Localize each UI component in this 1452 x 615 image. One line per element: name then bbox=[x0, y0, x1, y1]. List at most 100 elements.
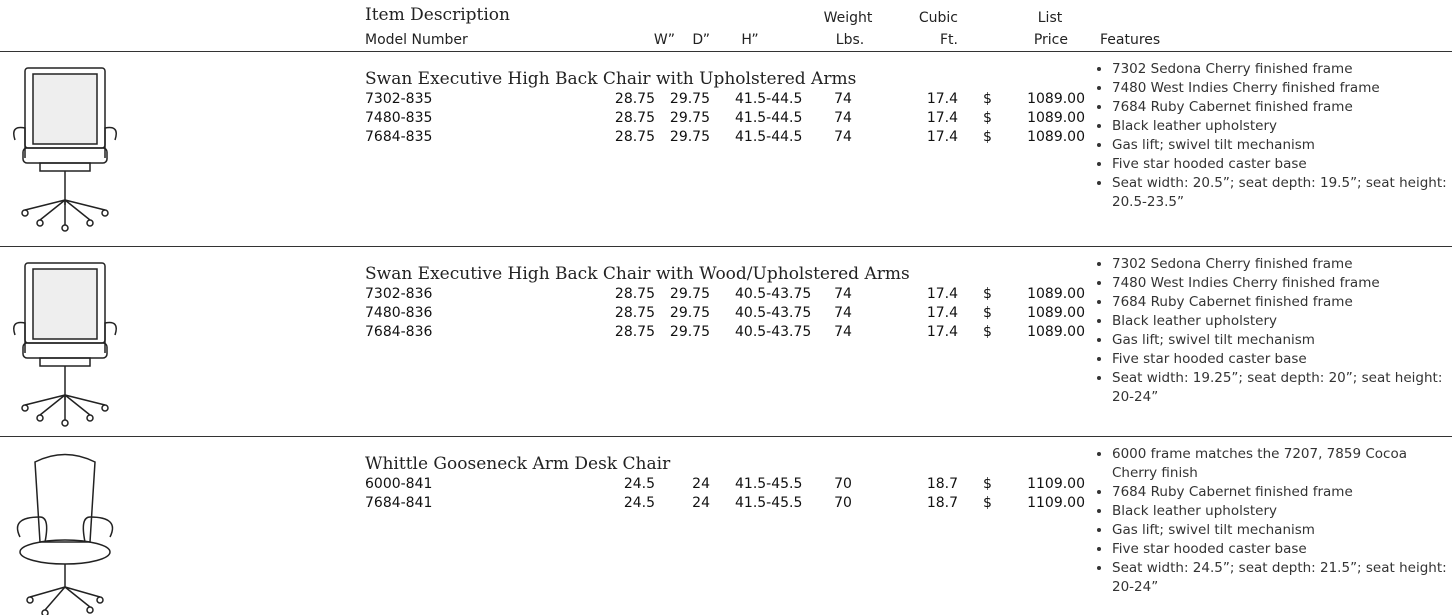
separator bbox=[0, 51, 1452, 52]
feature: Black leather upholstery bbox=[1112, 117, 1452, 136]
cell: 29.75 bbox=[669, 324, 710, 340]
separator bbox=[0, 436, 1452, 437]
cell: 1089.00 bbox=[1027, 91, 1085, 107]
feature-list: 7302 Sedona Cherry finished frame7480 We… bbox=[1100, 255, 1452, 407]
feature: 7302 Sedona Cherry finished frame bbox=[1112, 255, 1452, 274]
cell: 70 bbox=[834, 476, 852, 492]
cell: 29.75 bbox=[669, 305, 710, 321]
cell: 28.75 bbox=[614, 286, 655, 302]
feature: Seat width: 20.5”; seat depth: 19.5”; se… bbox=[1112, 174, 1452, 212]
cell: 74 bbox=[834, 129, 852, 145]
cell: $ bbox=[983, 286, 992, 302]
cell: 40.5-43.75 bbox=[735, 324, 812, 340]
cell: 74 bbox=[834, 110, 852, 126]
cell: 17.4 bbox=[926, 305, 958, 321]
cell: 6000-841 bbox=[365, 476, 433, 492]
cell: 41.5-44.5 bbox=[735, 91, 803, 107]
cell: 28.75 bbox=[614, 305, 655, 321]
header-label: W” bbox=[653, 32, 675, 48]
feature: 7302 Sedona Cherry finished frame bbox=[1112, 60, 1452, 79]
cell: 41.5-44.5 bbox=[735, 129, 803, 145]
feature: Five star hooded caster base bbox=[1112, 350, 1452, 369]
feature: 7480 West Indies Cherry finished frame bbox=[1112, 274, 1452, 293]
cell: 17.4 bbox=[926, 286, 958, 302]
cell: 1109.00 bbox=[1027, 476, 1085, 492]
cell: $ bbox=[983, 110, 992, 126]
separator bbox=[0, 246, 1452, 247]
feature: 7480 West Indies Cherry finished frame bbox=[1112, 79, 1452, 98]
header-label: Cubic bbox=[918, 10, 958, 26]
feature-list: 6000 frame matches the 7207, 7859 Cocoa … bbox=[1100, 445, 1452, 597]
cell: 29.75 bbox=[669, 286, 710, 302]
cell: 28.75 bbox=[614, 324, 655, 340]
cell: 17.4 bbox=[926, 324, 958, 340]
cell: 28.75 bbox=[614, 91, 655, 107]
cell: 1109.00 bbox=[1027, 495, 1085, 511]
feature: Gas lift; swivel tilt mechanism bbox=[1112, 136, 1452, 155]
cell: 40.5-43.75 bbox=[735, 305, 812, 321]
header-label: D” bbox=[692, 32, 710, 48]
cell: 74 bbox=[834, 305, 852, 321]
feature: Five star hooded caster base bbox=[1112, 540, 1452, 559]
cell: 7302-835 bbox=[365, 91, 433, 107]
cell: 1089.00 bbox=[1027, 129, 1085, 145]
feature: Gas lift; swivel tilt mechanism bbox=[1112, 331, 1452, 350]
cell: 41.5-44.5 bbox=[735, 110, 803, 126]
section-title: Whittle Gooseneck Arm Desk Chair bbox=[365, 454, 671, 474]
cell: 28.75 bbox=[614, 129, 655, 145]
cell: 17.4 bbox=[926, 110, 958, 126]
header-label: H” bbox=[741, 32, 759, 48]
cell: 24 bbox=[692, 495, 710, 511]
header-label: Weight bbox=[823, 10, 873, 26]
chair-illustration bbox=[13, 67, 117, 232]
chair-illustration bbox=[16, 453, 114, 615]
header-label: Features bbox=[1100, 32, 1161, 48]
cell: 7684-835 bbox=[365, 129, 433, 145]
feature: Five star hooded caster base bbox=[1112, 155, 1452, 174]
cell: 41.5-45.5 bbox=[735, 476, 803, 492]
cell: 24.5 bbox=[623, 476, 655, 492]
cell: 29.75 bbox=[669, 129, 710, 145]
header-label: Lbs. bbox=[835, 32, 865, 48]
cell: $ bbox=[983, 91, 992, 107]
cell: $ bbox=[983, 324, 992, 340]
header-label: List bbox=[1037, 10, 1063, 26]
header-label: Item Description bbox=[365, 5, 510, 25]
feature: Seat width: 19.25”; seat depth: 20”; sea… bbox=[1112, 369, 1452, 407]
feature: Black leather upholstery bbox=[1112, 502, 1452, 521]
cell: 1089.00 bbox=[1027, 110, 1085, 126]
cell: 17.4 bbox=[926, 91, 958, 107]
cell: 1089.00 bbox=[1027, 305, 1085, 321]
cell: 18.7 bbox=[926, 476, 958, 492]
cell: $ bbox=[983, 476, 992, 492]
cell: 74 bbox=[834, 91, 852, 107]
cell: 7684-841 bbox=[365, 495, 433, 511]
cell: $ bbox=[983, 305, 992, 321]
cell: 29.75 bbox=[669, 110, 710, 126]
feature: 6000 frame matches the 7207, 7859 Cocoa … bbox=[1112, 445, 1452, 483]
section-title: Swan Executive High Back Chair with Wood… bbox=[365, 264, 910, 284]
cell: 1089.00 bbox=[1027, 286, 1085, 302]
cell: 74 bbox=[834, 286, 852, 302]
feature: Gas lift; swivel tilt mechanism bbox=[1112, 521, 1452, 540]
header-label: Ft. bbox=[940, 32, 958, 48]
cell: 17.4 bbox=[926, 129, 958, 145]
cell: $ bbox=[983, 495, 992, 511]
feature-list: 7302 Sedona Cherry finished frame7480 We… bbox=[1100, 60, 1452, 212]
feature: 7684 Ruby Cabernet finished frame bbox=[1112, 98, 1452, 117]
feature: Black leather upholstery bbox=[1112, 312, 1452, 331]
cell: 70 bbox=[834, 495, 852, 511]
cell: 28.75 bbox=[614, 110, 655, 126]
feature: 7684 Ruby Cabernet finished frame bbox=[1112, 483, 1452, 502]
header-label: Price bbox=[1033, 32, 1068, 48]
section-title: Swan Executive High Back Chair with Upho… bbox=[365, 69, 857, 89]
cell: 1089.00 bbox=[1027, 324, 1085, 340]
cell: 7684-836 bbox=[365, 324, 433, 340]
cell: 74 bbox=[834, 324, 852, 340]
cell: 7480-835 bbox=[365, 110, 433, 126]
cell: 41.5-45.5 bbox=[735, 495, 803, 511]
chair-illustration bbox=[13, 262, 117, 427]
header-label: Model Number bbox=[365, 32, 468, 48]
feature: 7684 Ruby Cabernet finished frame bbox=[1112, 293, 1452, 312]
